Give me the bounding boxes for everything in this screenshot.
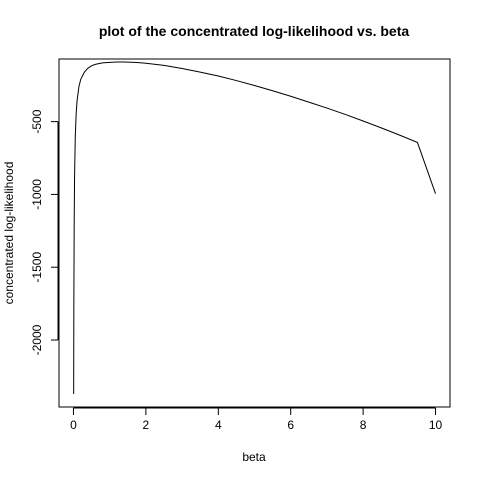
x-tick-label: 8 [360,418,367,432]
x-tick-label: 10 [429,418,443,432]
x-tick-label: 0 [70,418,77,432]
x-tick-label: 2 [143,418,150,432]
x-tick-label: 4 [215,418,222,432]
y-tick-label: -500 [30,109,44,133]
chart-title: plot of the concentrated log-likelihood … [99,23,410,39]
plot-frame [58,58,451,408]
y-axis-label: concentrated log-likelihood [2,162,16,305]
y-tick-label: -2000 [30,324,44,355]
x-axis: 0 2 4 6 8 10 [70,407,443,432]
series-line-loglik [73,61,436,394]
y-tick-label: -1500 [30,252,44,283]
x-axis-label: beta [242,450,266,464]
y-tick-label: -1000 [30,179,44,210]
y-axis: -2000 -1500 -1000 -500 [30,109,59,355]
x-tick-label: 6 [287,418,294,432]
